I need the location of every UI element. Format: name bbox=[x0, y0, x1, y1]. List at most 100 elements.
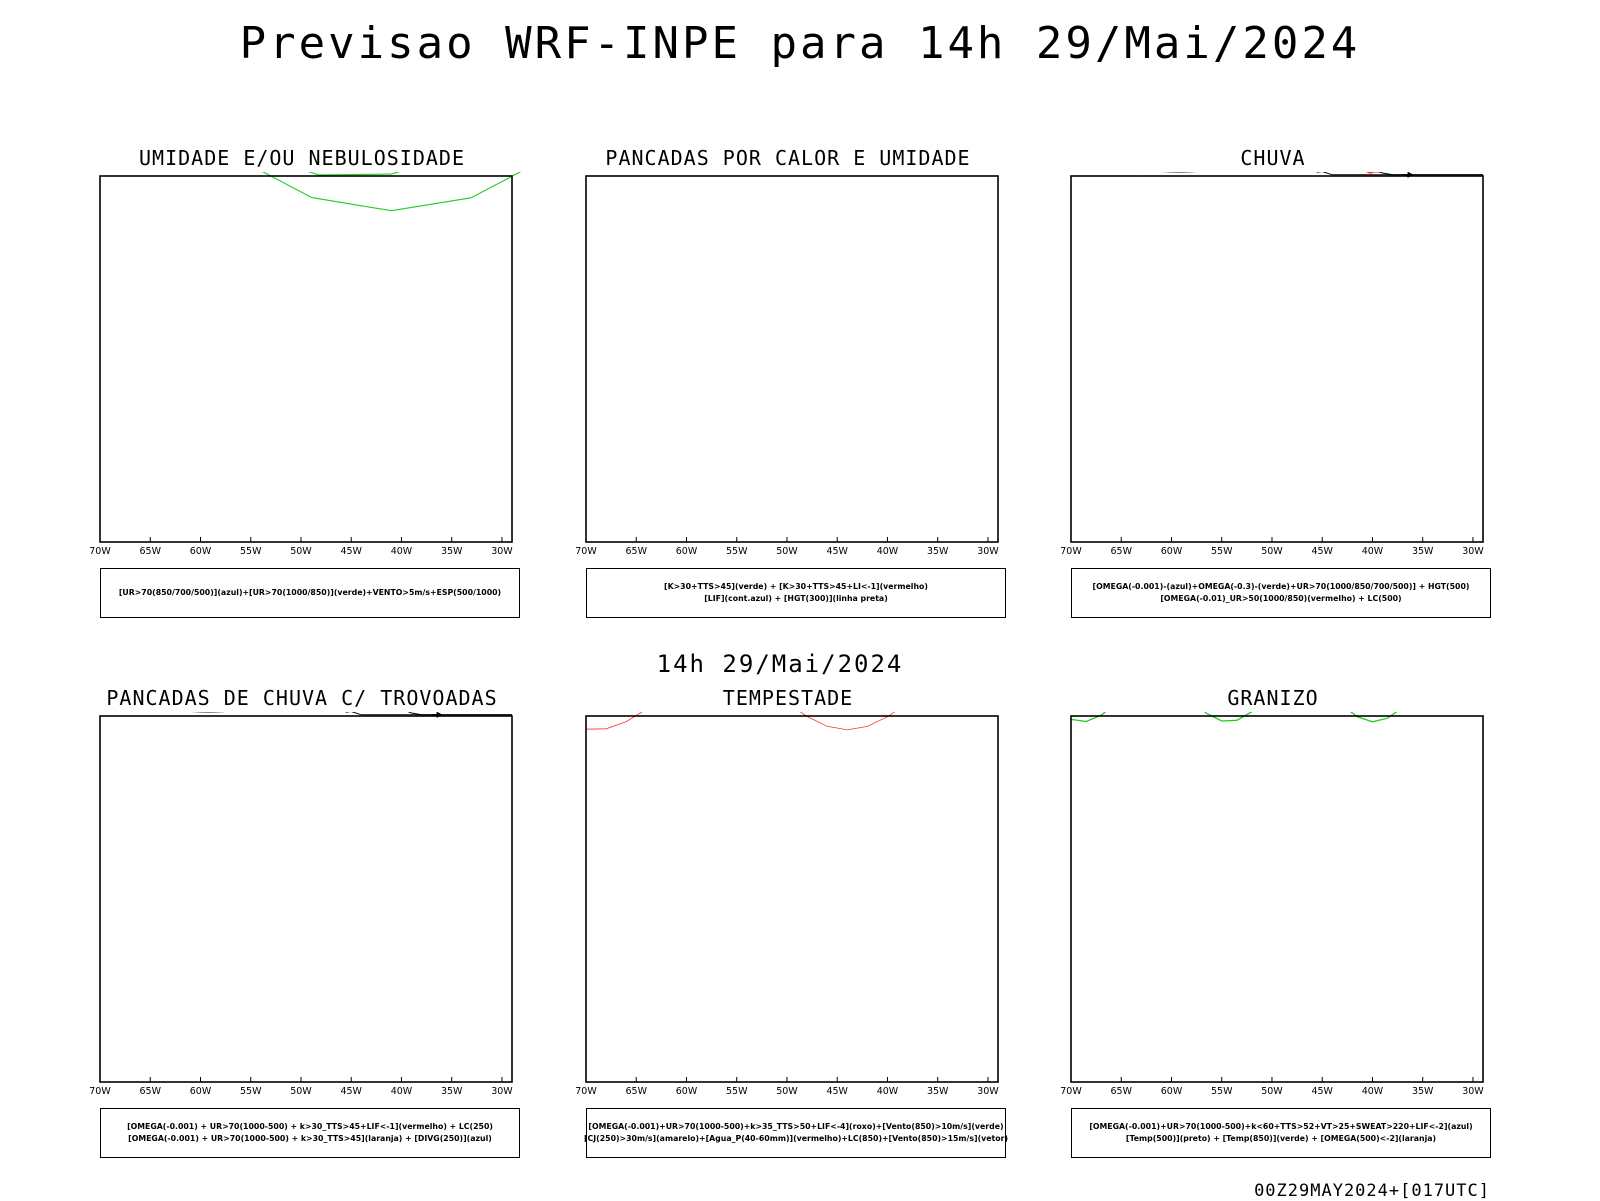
map-frame bbox=[1070, 715, 1484, 1083]
lon-label: 30W bbox=[977, 1086, 999, 1097]
legend-line: [LIF](cont.azul) + [HGT(300)](linha pret… bbox=[704, 594, 888, 603]
lon-label: 65W bbox=[626, 1086, 648, 1097]
map-content bbox=[165, 712, 512, 718]
map-frame bbox=[99, 715, 513, 1083]
legend-line: [Temp(500)](preto) + [Temp(850)](verde) … bbox=[1125, 1134, 1437, 1143]
panel-title: UMIDADE E/OU NEBULOSIDADE bbox=[138, 146, 466, 170]
panel-umidade: UMIDADE E/OU NEBULOSIDADE 10161020101610… bbox=[62, 146, 542, 646]
main-title: Previsao WRF-INPE para 14h 29/Mai/2024 bbox=[239, 18, 1361, 69]
lon-label: 30W bbox=[491, 546, 513, 557]
lon-label: 30W bbox=[977, 546, 999, 557]
lon-label: 60W bbox=[1161, 1086, 1183, 1097]
lon-label: 65W bbox=[1111, 546, 1133, 557]
map-content: 1016102010161016102010241016102010161012… bbox=[261, 172, 522, 212]
weather-map: -18-18-18-18-18-15-1215181218129212S15S1… bbox=[1060, 712, 1484, 1097]
weather-map: 9680968096009680960095209600952094409520… bbox=[575, 175, 999, 557]
lon-label: 60W bbox=[676, 546, 698, 557]
lon-label: 50W bbox=[290, 546, 312, 557]
panel-title: GRANIZO bbox=[1227, 686, 1319, 710]
lon-label: 55W bbox=[726, 1086, 748, 1097]
lon-label: 40W bbox=[877, 1086, 899, 1097]
panel-title: CHUVA bbox=[1240, 146, 1306, 170]
panel-chuva: CHUVA 5855825765705735705645675615585765… bbox=[1033, 146, 1513, 646]
legend-line: [UR>70(850/700/500)](azul)+[UR>70(1000/8… bbox=[118, 588, 502, 597]
axes: 12S15S18S21S24S27S30S33S36S39S42S70W65W6… bbox=[89, 175, 513, 557]
lon-label: 55W bbox=[726, 546, 748, 557]
lon-label: 45W bbox=[340, 1086, 362, 1097]
humidity-ring-green bbox=[307, 172, 401, 176]
lon-label: 35W bbox=[441, 546, 463, 557]
lon-label: 55W bbox=[1211, 1086, 1233, 1097]
panel-granizo: GRANIZO -18-18-18-18-18-15-1215181218129… bbox=[1033, 686, 1513, 1186]
lon-label: 35W bbox=[1412, 546, 1434, 557]
legend-line: [OMEGA(-0.001)+UR>70(1000-500)+k<60+TTS>… bbox=[1089, 1122, 1473, 1131]
axes: 12S15S18S21S24S27S30S33S36S39S42S70W65W6… bbox=[1060, 175, 1484, 557]
map-content: -18-18-18-18-18-15-12151812181292 bbox=[1070, 712, 1398, 723]
map-frame bbox=[585, 175, 999, 543]
panel-legend: [OMEGA(-0.001)-(azul)+OMEGA(-0.3)-(verde… bbox=[1071, 568, 1491, 618]
legend-line: [OMEGA(-0.001)-(azul)+OMEGA(-0.3)-(verde… bbox=[1092, 582, 1470, 591]
streamline bbox=[1378, 172, 1483, 176]
lon-label: 40W bbox=[391, 1086, 413, 1097]
panel-pancadas-trovoadas: PANCADAS DE CHUVA C/ TROVOADAS 12S15S18S… bbox=[62, 686, 542, 1186]
axes: 12S15S18S21S24S27S30S33S36S39S42S70W65W6… bbox=[89, 715, 513, 1097]
lon-label: 30W bbox=[1462, 1086, 1484, 1097]
weather-map: 5855825765705735705645675615585765735705… bbox=[1060, 172, 1484, 557]
lon-label: 70W bbox=[1060, 1086, 1082, 1097]
lon-label: 55W bbox=[240, 546, 262, 557]
lon-label: 45W bbox=[1311, 1086, 1333, 1097]
axes: 12S15S18S21S24S27S30S33S36S39S42S70W65W6… bbox=[575, 715, 999, 1097]
map-frame bbox=[585, 715, 999, 1083]
lon-label: 65W bbox=[140, 1086, 162, 1097]
panel-legend: [OMEGA(-0.001)+UR>70(1000-500)+k>35_TTS>… bbox=[583, 1108, 1009, 1158]
legend-line: [OMEGA(-0.001)+UR>70(1000-500)+k>35_TTS>… bbox=[588, 1122, 1004, 1131]
panel-tempestade: TEMPESTADE 12S15S18S21S24S27S30S33S36S39… bbox=[548, 686, 1028, 1186]
map-content: 5855825765705735705645675615585765735705… bbox=[1136, 172, 1483, 178]
lon-label: 60W bbox=[190, 1086, 212, 1097]
legend-line: [OMEGA(-0.001) + UR>70(1000-500) + k>30_… bbox=[128, 1134, 492, 1143]
lon-label: 50W bbox=[776, 1086, 798, 1097]
water-contour-red bbox=[585, 712, 896, 731]
lon-label: 50W bbox=[1261, 1086, 1283, 1097]
panel-title: PANCADAS DE CHUVA C/ TROVOADAS bbox=[106, 686, 498, 710]
lon-label: 35W bbox=[927, 1086, 949, 1097]
axes: 12S15S18S21S24S27S30S33S36S39S42S70W65W6… bbox=[575, 175, 999, 557]
legend-line: [K>30+TTS>45](verde) + [K>30+TTS>45+LI<-… bbox=[664, 582, 928, 591]
forecast-date-label: 14h 29/Mai/2024 bbox=[656, 650, 904, 678]
lon-label: 70W bbox=[1060, 546, 1082, 557]
lon-label: 70W bbox=[89, 1086, 111, 1097]
panel-legend: [OMEGA(-0.001)+UR>70(1000-500)+k<60+TTS>… bbox=[1071, 1108, 1491, 1158]
panel-pancadas-calor: PANCADAS POR CALOR E UMIDADE 96809680960… bbox=[548, 146, 1028, 646]
lon-label: 50W bbox=[1261, 546, 1283, 557]
lon-label: 70W bbox=[575, 1086, 597, 1097]
panel-legend: [UR>70(850/700/500)](azul)+[UR>70(1000/8… bbox=[100, 568, 520, 618]
lon-label: 30W bbox=[491, 1086, 513, 1097]
axes: 12S15S18S21S24S27S30S33S36S39S42S70W65W6… bbox=[1060, 715, 1484, 1097]
lon-label: 45W bbox=[826, 546, 848, 557]
legend-line: [CJ(250)>30m/s](amarelo)+[Agua_P(40-60mm… bbox=[583, 1134, 1009, 1143]
lon-label: 40W bbox=[391, 546, 413, 557]
lon-label: 70W bbox=[89, 546, 111, 557]
lon-label: 35W bbox=[441, 1086, 463, 1097]
lon-label: 35W bbox=[927, 546, 949, 557]
temp850-contour bbox=[1070, 712, 1398, 723]
lon-label: 30W bbox=[1462, 546, 1484, 557]
run-time-stamp: 00Z29MAY2024+[017UTC] bbox=[1254, 1181, 1490, 1201]
lon-label: 60W bbox=[190, 546, 212, 557]
map-frame bbox=[99, 175, 513, 543]
streamline bbox=[407, 712, 512, 716]
lon-label: 40W bbox=[877, 546, 899, 557]
weather-map: 12S15S18S21S24S27S30S33S36S39S42S70W65W6… bbox=[89, 712, 513, 1097]
lon-label: 50W bbox=[776, 546, 798, 557]
lon-label: 65W bbox=[626, 546, 648, 557]
legend-line: [OMEGA(-0.01)_UR>50(1000/850)(vermelho) … bbox=[1160, 594, 1402, 603]
humidity-ring-green bbox=[261, 172, 522, 212]
panel-legend: [OMEGA(-0.001) + UR>70(1000-500) + k>30_… bbox=[100, 1108, 520, 1158]
lon-label: 45W bbox=[826, 1086, 848, 1097]
lon-label: 65W bbox=[1111, 1086, 1133, 1097]
rain-area-red bbox=[1365, 172, 1381, 174]
lon-label: 35W bbox=[1412, 1086, 1434, 1097]
lon-label: 40W bbox=[1362, 546, 1384, 557]
lon-label: 45W bbox=[1311, 546, 1333, 557]
lon-label: 60W bbox=[676, 1086, 698, 1097]
